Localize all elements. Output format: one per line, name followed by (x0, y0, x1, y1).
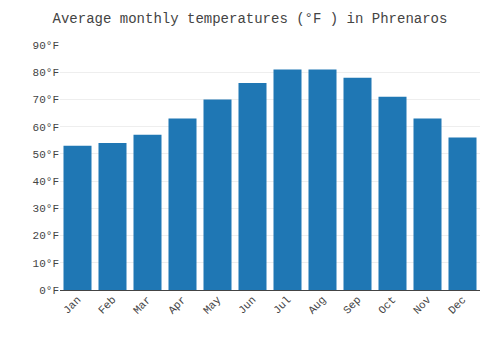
svg-text:Jun: Jun (236, 294, 258, 316)
svg-text:Mar: Mar (131, 294, 153, 316)
svg-text:May: May (201, 294, 224, 317)
svg-text:0°F: 0°F (39, 285, 59, 297)
svg-text:Apr: Apr (166, 294, 188, 316)
svg-text:Average monthly temperatures (: Average monthly temperatures (°F ) in Ph… (53, 11, 448, 27)
svg-text:40°F: 40°F (33, 176, 59, 188)
svg-text:90°F: 90°F (33, 40, 59, 52)
svg-text:50°F: 50°F (33, 149, 59, 161)
svg-text:Feb: Feb (96, 294, 118, 316)
svg-text:70°F: 70°F (33, 94, 59, 106)
svg-text:30°F: 30°F (33, 203, 59, 215)
svg-text:Jul: Jul (271, 294, 293, 316)
svg-text:Dec: Dec (446, 294, 468, 316)
svg-text:Aug: Aug (306, 294, 328, 316)
svg-text:Jan: Jan (61, 294, 83, 316)
svg-text:10°F: 10°F (33, 258, 59, 270)
svg-text:20°F: 20°F (33, 230, 59, 242)
svg-text:Oct: Oct (376, 294, 398, 316)
svg-text:80°F: 80°F (33, 67, 59, 79)
svg-text:60°F: 60°F (33, 122, 59, 134)
svg-text:Sep: Sep (341, 294, 363, 316)
svg-text:Nov: Nov (411, 294, 434, 317)
